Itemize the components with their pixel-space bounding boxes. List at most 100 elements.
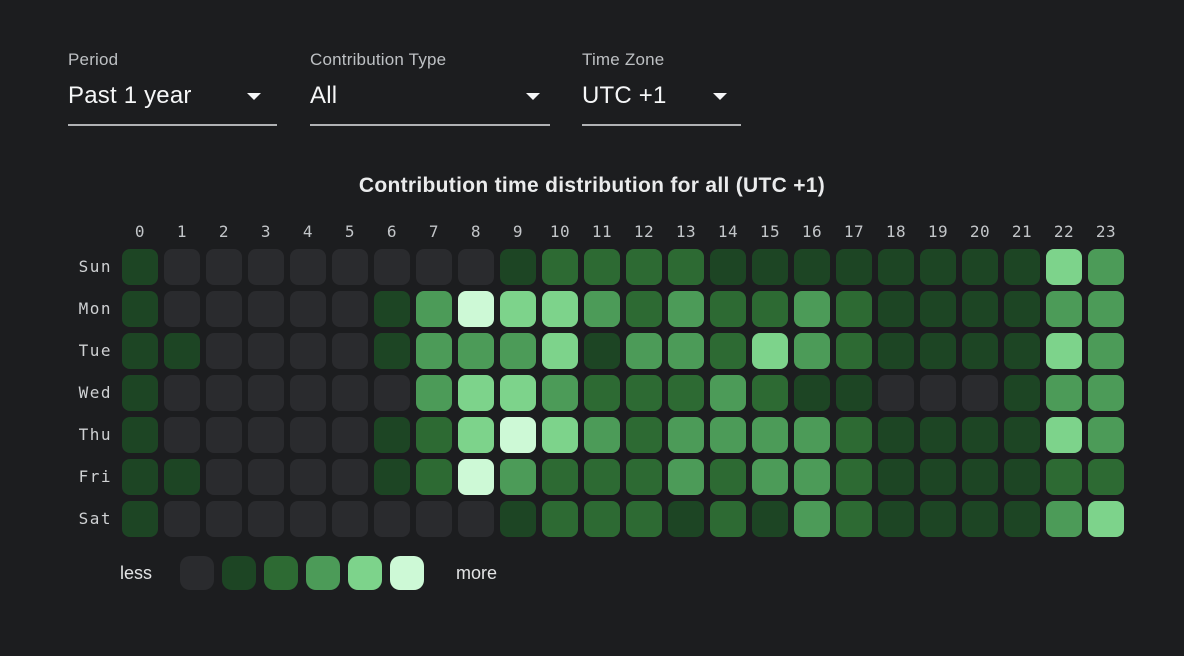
heatmap-cell[interactable] [542,375,578,411]
heatmap-cell[interactable] [878,501,914,537]
heatmap-cell[interactable] [878,291,914,327]
heatmap-cell[interactable] [626,459,662,495]
heatmap-cell[interactable] [500,501,536,537]
heatmap-cell[interactable] [668,417,704,453]
heatmap-cell[interactable] [920,375,956,411]
heatmap-cell[interactable] [332,249,368,285]
heatmap-cell[interactable] [1004,375,1040,411]
heatmap-cell[interactable] [416,375,452,411]
heatmap-cell[interactable] [122,249,158,285]
heatmap-cell[interactable] [668,333,704,369]
heatmap-cell[interactable] [164,501,200,537]
heatmap-cell[interactable] [416,417,452,453]
heatmap-cell[interactable] [668,249,704,285]
heatmap-cell[interactable] [542,459,578,495]
heatmap-cell[interactable] [794,501,830,537]
heatmap-cell[interactable] [794,291,830,327]
heatmap-cell[interactable] [290,375,326,411]
heatmap-cell[interactable] [416,249,452,285]
heatmap-cell[interactable] [1046,459,1082,495]
heatmap-cell[interactable] [458,417,494,453]
heatmap-cell[interactable] [542,333,578,369]
heatmap-cell[interactable] [584,333,620,369]
heatmap-cell[interactable] [206,249,242,285]
heatmap-cell[interactable] [920,501,956,537]
heatmap-cell[interactable] [920,249,956,285]
heatmap-cell[interactable] [374,375,410,411]
heatmap-cell[interactable] [248,417,284,453]
heatmap-cell[interactable] [458,501,494,537]
heatmap-cell[interactable] [710,249,746,285]
heatmap-cell[interactable] [332,375,368,411]
heatmap-cell[interactable] [164,333,200,369]
heatmap-cell[interactable] [794,375,830,411]
heatmap-cell[interactable] [626,291,662,327]
heatmap-cell[interactable] [374,417,410,453]
heatmap-cell[interactable] [1046,249,1082,285]
heatmap-cell[interactable] [962,333,998,369]
heatmap-cell[interactable] [290,501,326,537]
heatmap-cell[interactable] [374,249,410,285]
heatmap-cell[interactable] [542,501,578,537]
heatmap-cell[interactable] [206,333,242,369]
heatmap-cell[interactable] [836,375,872,411]
heatmap-cell[interactable] [878,249,914,285]
heatmap-cell[interactable] [920,291,956,327]
heatmap-cell[interactable] [1004,501,1040,537]
heatmap-cell[interactable] [500,417,536,453]
heatmap-cell[interactable] [542,249,578,285]
heatmap-cell[interactable] [584,501,620,537]
heatmap-cell[interactable] [836,459,872,495]
heatmap-cell[interactable] [500,375,536,411]
heatmap-cell[interactable] [710,333,746,369]
heatmap-cell[interactable] [710,459,746,495]
heatmap-cell[interactable] [500,459,536,495]
heatmap-cell[interactable] [626,375,662,411]
heatmap-cell[interactable] [752,459,788,495]
heatmap-cell[interactable] [710,375,746,411]
heatmap-cell[interactable] [920,417,956,453]
heatmap-cell[interactable] [458,249,494,285]
heatmap-cell[interactable] [668,291,704,327]
heatmap-cell[interactable] [1046,501,1082,537]
heatmap-cell[interactable] [920,459,956,495]
heatmap-cell[interactable] [248,501,284,537]
heatmap-cell[interactable] [374,459,410,495]
heatmap-cell[interactable] [1046,291,1082,327]
heatmap-cell[interactable] [626,333,662,369]
heatmap-cell[interactable] [626,249,662,285]
heatmap-cell[interactable] [458,459,494,495]
heatmap-cell[interactable] [962,249,998,285]
heatmap-cell[interactable] [1088,249,1124,285]
heatmap-cell[interactable] [794,459,830,495]
heatmap-cell[interactable] [332,333,368,369]
heatmap-cell[interactable] [164,417,200,453]
heatmap-cell[interactable] [584,249,620,285]
heatmap-cell[interactable] [1046,375,1082,411]
heatmap-cell[interactable] [920,333,956,369]
heatmap-cell[interactable] [290,249,326,285]
heatmap-cell[interactable] [752,291,788,327]
heatmap-cell[interactable] [878,375,914,411]
heatmap-cell[interactable] [248,375,284,411]
heatmap-cell[interactable] [584,459,620,495]
heatmap-cell[interactable] [836,291,872,327]
heatmap-cell[interactable] [164,249,200,285]
heatmap-cell[interactable] [374,333,410,369]
heatmap-cell[interactable] [752,417,788,453]
heatmap-cell[interactable] [668,459,704,495]
heatmap-cell[interactable] [1088,291,1124,327]
heatmap-cell[interactable] [416,333,452,369]
heatmap-cell[interactable] [1004,417,1040,453]
heatmap-cell[interactable] [752,375,788,411]
heatmap-cell[interactable] [374,501,410,537]
heatmap-cell[interactable] [794,417,830,453]
heatmap-cell[interactable] [416,291,452,327]
heatmap-cell[interactable] [290,333,326,369]
heatmap-cell[interactable] [962,291,998,327]
heatmap-cell[interactable] [710,417,746,453]
heatmap-cell[interactable] [752,249,788,285]
heatmap-cell[interactable] [500,249,536,285]
heatmap-cell[interactable] [458,375,494,411]
heatmap-cell[interactable] [1046,333,1082,369]
